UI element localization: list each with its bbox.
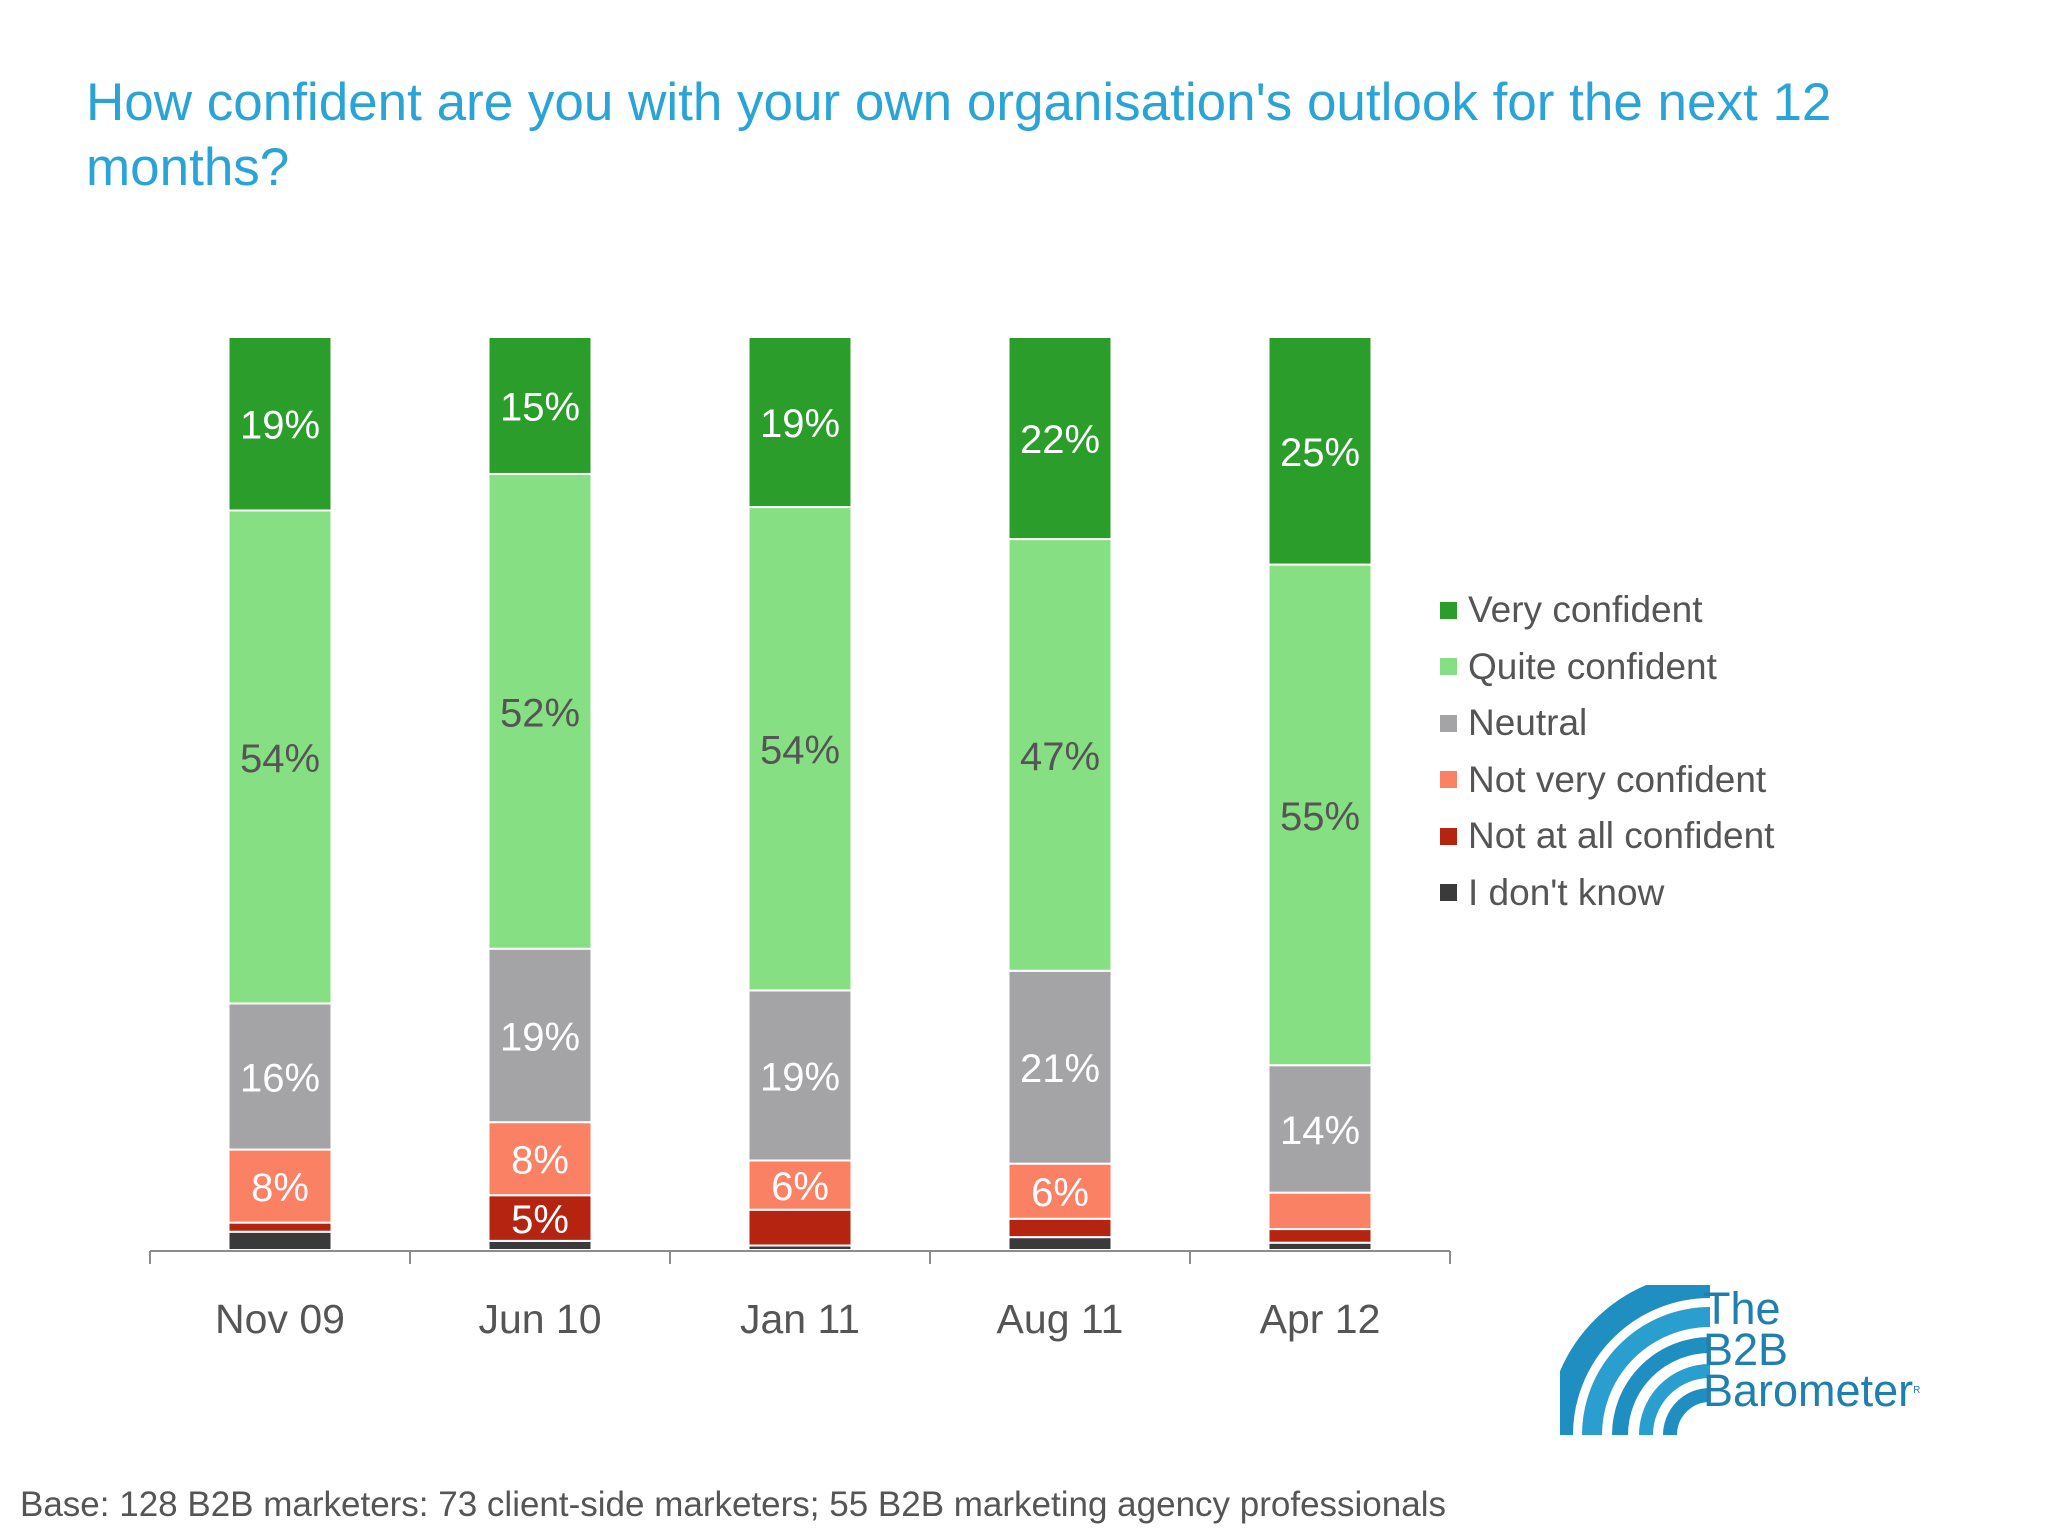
legend-label: Not at all confident [1468, 815, 1775, 857]
data-label: 21% [1020, 1047, 1100, 1091]
bar-segment [1267, 1241, 1373, 1252]
bar-segment [1007, 969, 1113, 1165]
footnote: Base: 128 B2B marketers: 73 client-side … [20, 1485, 1446, 1524]
data-label: 54% [240, 737, 320, 781]
data-label: 16% [240, 1057, 320, 1101]
legend-label: Very confident [1468, 589, 1703, 631]
logo-line-2: B2B [1703, 1324, 1789, 1375]
bar-group-aug-11: 6% 21% 47% 22% [1007, 336, 1113, 1252]
logo-line-1: The [1703, 1283, 1781, 1334]
bar-segment [1267, 1228, 1373, 1244]
data-label: 22% [1020, 418, 1100, 462]
bar-segment [227, 509, 333, 1005]
legend-swatch [1440, 771, 1457, 789]
data-label: 19% [500, 1015, 580, 1059]
data-label: 19% [760, 1055, 840, 1099]
data-label: 47% [1020, 735, 1100, 779]
bar-group-nov-09: 8% 16% 54% 19% [227, 336, 333, 1251]
data-label: 14% [1280, 1109, 1360, 1153]
data-label: 19% [760, 402, 840, 446]
legend: Very confident Quite confident Neutral Not … [1440, 582, 1774, 921]
bar-segment [487, 1194, 593, 1242]
data-label: 55% [1280, 795, 1360, 839]
logo-line-3: BarometerR [1703, 1368, 1921, 1413]
legend-item: Very confident [1440, 582, 1774, 639]
x-tick-label: Jan 11 [740, 1296, 860, 1342]
bar-group-apr-12: 14% 55% 25% [1267, 336, 1373, 1252]
bar-group-jun-10: 5% 8% 19% 52% 15% [487, 336, 593, 1251]
barometer-logo-icon [1560, 1285, 1711, 1435]
x-tick-label: Jun 10 [478, 1296, 601, 1342]
bar-segment [1267, 336, 1373, 566]
bar-segment [487, 336, 593, 475]
legend-swatch [1440, 714, 1457, 732]
bar-segment [487, 472, 593, 950]
data-label: 19% [240, 404, 320, 448]
logo-registered-mark: R [1913, 1385, 1921, 1396]
data-label: 6% [771, 1165, 829, 1209]
bar-segment [487, 1121, 593, 1197]
x-tick-label: Nov 09 [215, 1296, 345, 1342]
bar-segment [1267, 563, 1373, 1067]
data-label: 8% [251, 1166, 309, 1210]
bar-segment [747, 506, 853, 992]
x-tick-label: Aug 11 [997, 1296, 1124, 1342]
data-label: 25% [1280, 431, 1360, 475]
legend-item: Neutral [1440, 695, 1774, 752]
data-label: 54% [760, 729, 840, 773]
legend-item: Not very confident [1440, 752, 1774, 809]
logo-text: The B2B BarometerR [1703, 1283, 1921, 1413]
bar-segment [1267, 1191, 1373, 1231]
legend-swatch [1440, 658, 1457, 676]
bar-segment [1007, 336, 1113, 541]
legend-label: Quite confident [1468, 645, 1717, 687]
logo-line-3-text: Barometer [1703, 1365, 1914, 1416]
stacked-bar-chart: 8% 16% 54% 19% Nov 09 5% 8% 19% 52% 15% Jun 10 6% 19… [149, 336, 1451, 1342]
bar-segment [1007, 1217, 1113, 1239]
legend-label: Neutral [1468, 702, 1588, 744]
bar-segment [747, 1208, 853, 1247]
legend-label: Not very confident [1468, 758, 1767, 800]
bar-segment [1007, 1236, 1113, 1252]
bar-segment [227, 1148, 333, 1224]
legend-item: Quite confident [1440, 639, 1774, 696]
bar-segment [227, 336, 333, 512]
bar-segment [747, 336, 853, 509]
bar-segment [747, 989, 853, 1162]
chart-title: How confident are you with your own orga… [86, 73, 1832, 197]
data-label: 15% [500, 385, 580, 429]
data-label: 5% [511, 1198, 569, 1242]
legend-swatch [1440, 884, 1457, 902]
data-label: 52% [500, 691, 580, 735]
legend-swatch [1440, 601, 1457, 619]
legend-swatch [1440, 827, 1457, 845]
data-label: 8% [511, 1139, 569, 1183]
bar-segment [227, 1230, 333, 1251]
bar-segment [1267, 1064, 1373, 1194]
legend-item: Not at all confident [1440, 808, 1774, 865]
legend-item: I don't know [1440, 865, 1774, 922]
bar-segment [747, 1159, 853, 1211]
bar-segment [487, 1239, 593, 1251]
bar-segment [227, 1221, 333, 1233]
data-label: 6% [1031, 1171, 1089, 1215]
bar-segment [487, 947, 593, 1124]
x-tick-label: Apr 12 [1260, 1296, 1381, 1342]
legend-label: I don't know [1468, 871, 1665, 913]
bar-group-jan-11: 6% 19% 54% 19% [747, 336, 853, 1252]
